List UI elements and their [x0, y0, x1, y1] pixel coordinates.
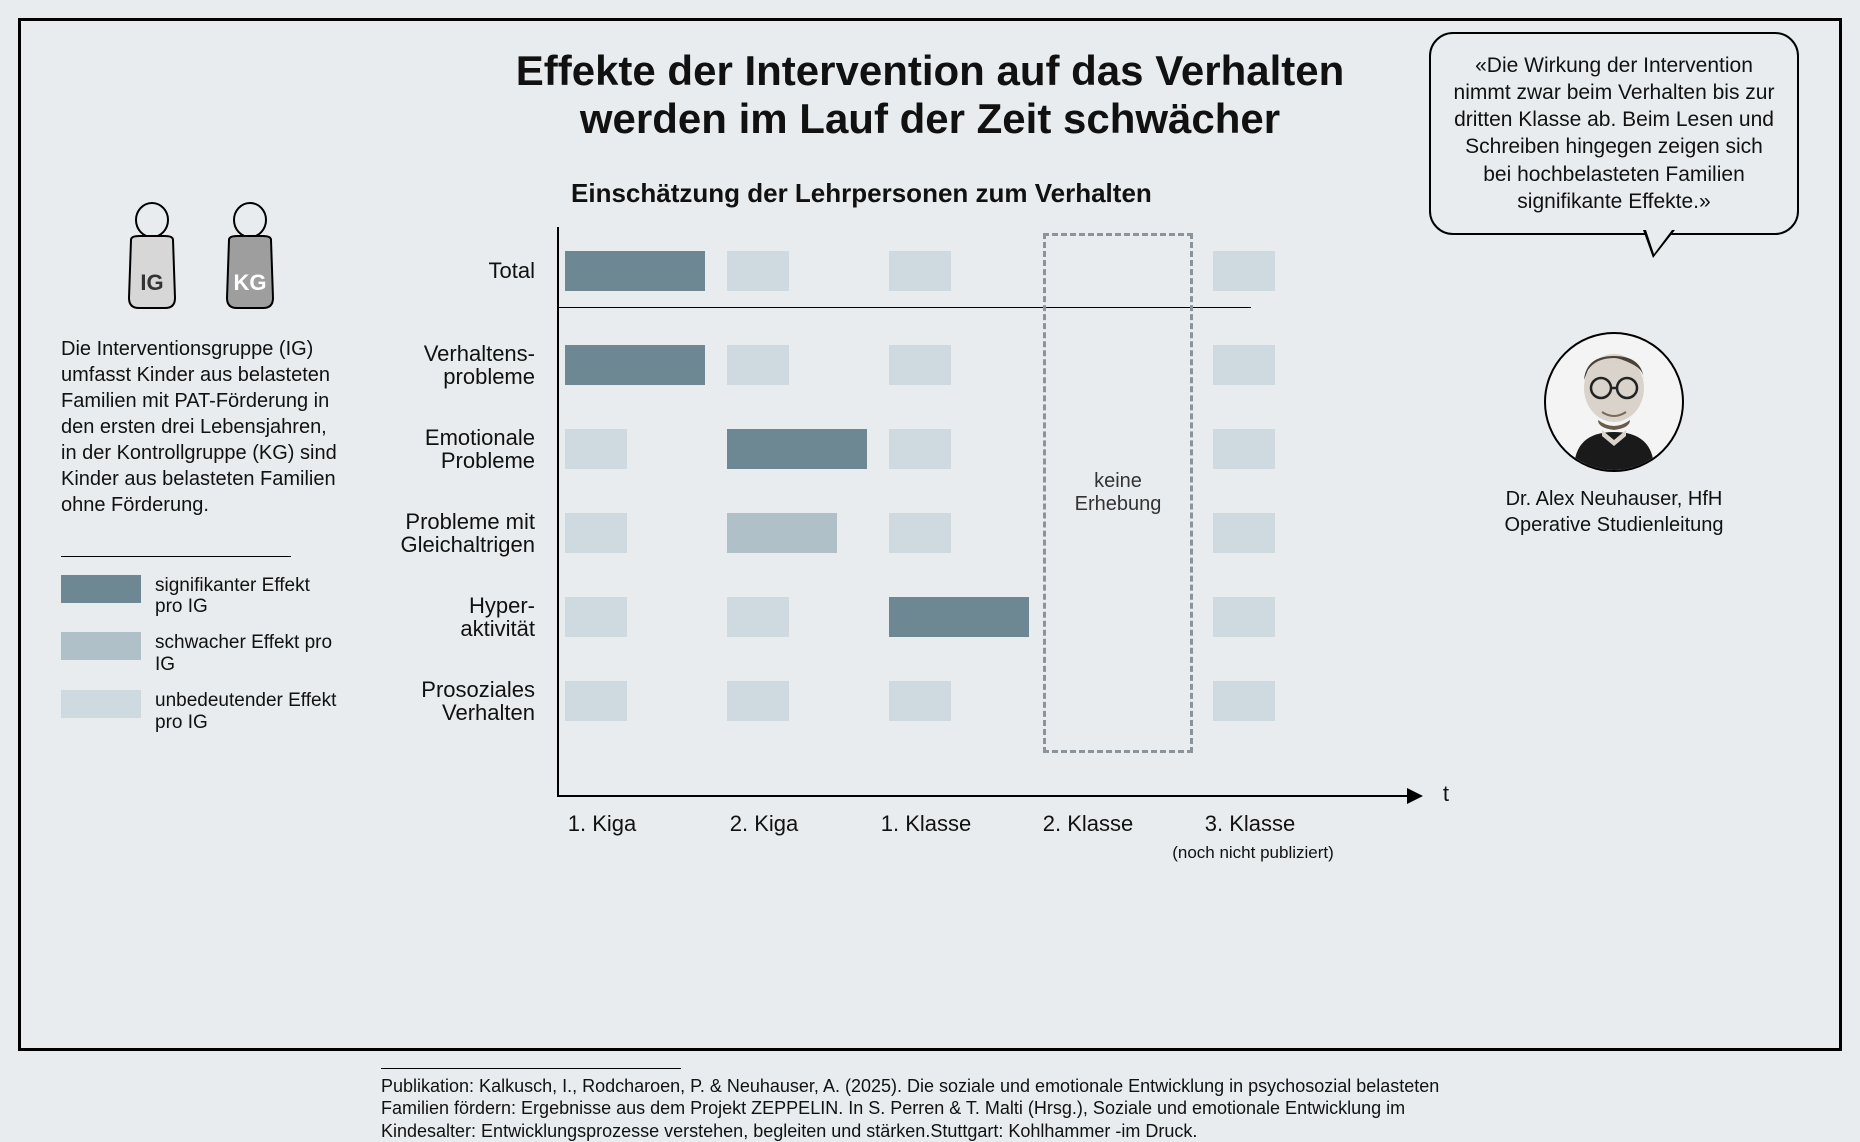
content-row: IG KG Die Interventionsgruppe (IG) umfas… [61, 162, 1799, 992]
row-bars [551, 241, 1391, 301]
author-role: Operative Studienleitung [1504, 514, 1723, 536]
chart-row: EmotionaleProbleme [371, 419, 1391, 479]
effect-bar [565, 429, 627, 469]
chart-title: Einschätzung der Lehrpersonen zum Verhal… [571, 178, 1429, 209]
effect-bar [727, 251, 789, 291]
chart-row: Probleme mitGleichaltrigen [371, 503, 1391, 563]
row-label: Verhaltens-probleme [371, 342, 551, 388]
effect-bar [565, 345, 705, 385]
kg-label: KG [234, 270, 267, 295]
effect-bar [1213, 681, 1275, 721]
row-label: EmotionaleProbleme [371, 426, 551, 472]
legend-row: schwacher Effekt pro IG [61, 632, 341, 676]
group-icons: IG KG [61, 202, 341, 312]
row-bars [551, 335, 1391, 395]
effect-bar [727, 513, 837, 553]
author-block: Dr. Alex Neuhauser, HfH Operative Studie… [1429, 332, 1799, 538]
x-category-label: 1. Klasse [851, 811, 1001, 837]
effect-bar [889, 513, 951, 553]
effect-bar [889, 251, 951, 291]
legend: signifikanter Effekt pro IG schwacher Eff… [61, 575, 341, 734]
infographic-frame: Effekte der Intervention auf das Verhalt… [18, 18, 1842, 1051]
quote-bubble: «Die Wirkung der Intervention nimmt zwar… [1429, 32, 1799, 236]
row-bars [551, 587, 1391, 647]
effect-bar [1213, 597, 1275, 637]
effect-bar [1213, 251, 1275, 291]
effect-bar [1213, 429, 1275, 469]
chart-row: Total [371, 241, 1391, 301]
effect-bar [565, 597, 627, 637]
author-caption: Dr. Alex Neuhauser, HfH Operative Studie… [1504, 486, 1723, 538]
speech-tail-icon [1643, 230, 1675, 258]
x-axis [557, 795, 1411, 797]
chart-row: Verhaltens-probleme [371, 335, 1391, 395]
effect-bar [889, 429, 951, 469]
legend-row: unbedeutender Effekt pro IG [61, 690, 341, 734]
title-line-1: Effekte der Intervention auf das Verhalt… [516, 47, 1345, 94]
effect-bar [565, 251, 705, 291]
x-category-label: 1. Kiga [527, 811, 677, 837]
left-column: IG KG Die Interventionsgruppe (IG) umfas… [61, 162, 351, 992]
x-axis-arrow-icon [1407, 788, 1423, 804]
chart-area: t TotalVerhaltens-problemeEmotionaleProb… [371, 227, 1391, 797]
publication-citation: Publikation: Kalkusch, I., Rodcharoen, P… [381, 1075, 1461, 1142]
ig-label: IG [140, 270, 163, 295]
effect-bar [727, 429, 867, 469]
row-bars [551, 671, 1391, 731]
legend-swatch [61, 575, 141, 603]
effect-bar [727, 681, 789, 721]
publication-divider [381, 1068, 681, 1069]
right-column: «Die Wirkung der Intervention nimmt zwar… [1429, 162, 1799, 992]
author-avatar [1544, 332, 1684, 472]
row-label: Hyper-aktivität [371, 594, 551, 640]
row-label: ProsozialesVerhalten [371, 678, 551, 724]
legend-divider [61, 556, 291, 557]
chart-row: ProsozialesVerhalten [371, 671, 1391, 731]
legend-label: schwacher Effekt pro IG [155, 632, 341, 676]
x-category-label: 2. Klasse [1013, 811, 1163, 837]
author-name: Dr. Alex Neuhauser, HfH [1506, 488, 1723, 510]
row-bars [551, 419, 1391, 479]
x-category-label: 3. Klasse [1175, 811, 1325, 837]
legend-label: signifikanter Effekt pro IG [155, 575, 341, 619]
no-survey-box: keineErhebung [1043, 233, 1193, 753]
chart-column: Einschätzung der Lehrpersonen zum Verhal… [351, 162, 1429, 992]
legend-swatch [61, 690, 141, 718]
row-label: Probleme mitGleichaltrigen [371, 510, 551, 556]
effect-bar [1213, 345, 1275, 385]
effect-bar [565, 513, 627, 553]
effect-bar [889, 597, 1029, 637]
row-bars [551, 503, 1391, 563]
row-label: Total [371, 259, 551, 282]
legend-label: unbedeutender Effekt pro IG [155, 690, 341, 734]
group-description: Die Interventionsgruppe (IG) umfasst Kin… [61, 336, 341, 518]
effect-bar [889, 345, 951, 385]
x-category-label: 2. Kiga [689, 811, 839, 837]
title-line-2: werden im Lauf der Zeit schwächer [580, 95, 1280, 142]
effect-bar [889, 681, 951, 721]
ig-person-icon: IG [115, 202, 189, 312]
effect-bar [565, 681, 627, 721]
effect-bar [727, 345, 789, 385]
effect-bar [727, 597, 789, 637]
quote-text: «Die Wirkung der Intervention nimmt zwar… [1454, 54, 1775, 213]
x-category-note: (noch nicht publiziert) [1153, 843, 1353, 863]
effect-bar [1213, 513, 1275, 553]
kg-person-icon: KG [213, 202, 287, 312]
legend-swatch [61, 632, 141, 660]
legend-row: signifikanter Effekt pro IG [61, 575, 341, 619]
chart-row: Hyper-aktivität [371, 587, 1391, 647]
